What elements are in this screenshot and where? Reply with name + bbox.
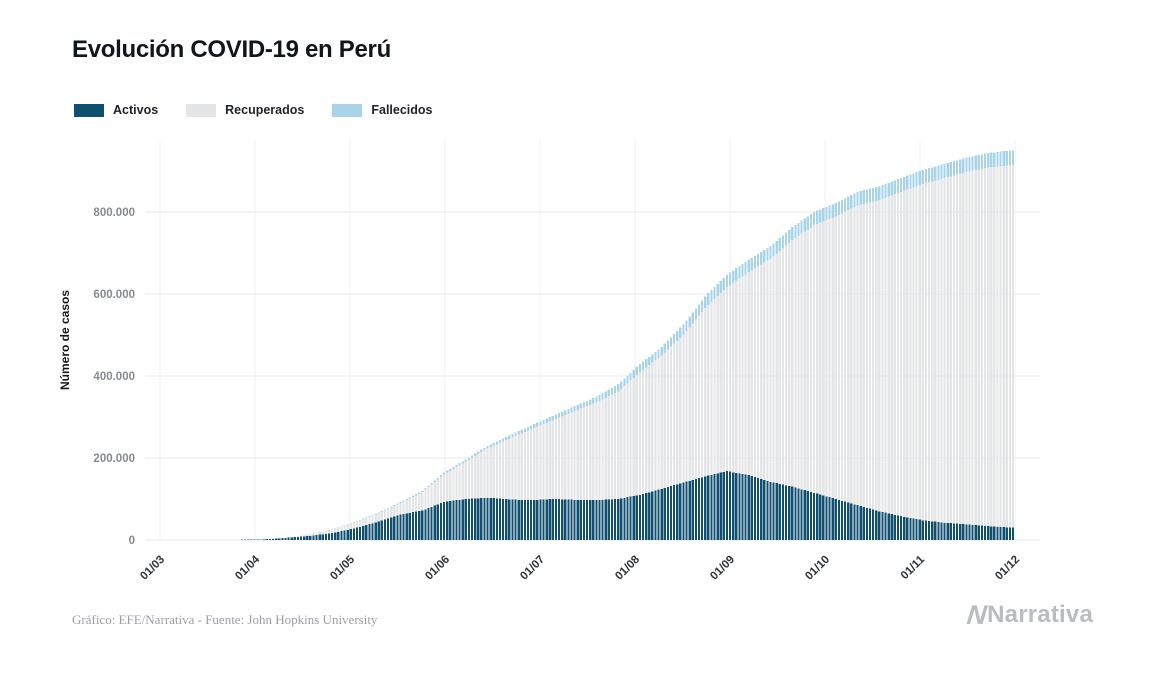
svg-text:01/03: 01/03 xyxy=(138,554,167,583)
svg-text:Número de casos: Número de casos xyxy=(58,290,72,390)
svg-text:800.000: 800.000 xyxy=(93,207,135,219)
svg-text:01/09: 01/09 xyxy=(708,554,737,583)
svg-text:01/12: 01/12 xyxy=(993,554,1022,583)
svg-text:01/04: 01/04 xyxy=(233,553,262,582)
svg-text:200.000: 200.000 xyxy=(93,453,135,465)
svg-text:600.000: 600.000 xyxy=(93,289,135,301)
legend-item-fallecidos: Fallecidos xyxy=(332,103,433,117)
svg-text:01/07: 01/07 xyxy=(518,554,547,583)
svg-text:01/08: 01/08 xyxy=(613,553,642,582)
chart-source-credit: Gráfico: EFE/Narrativa - Fuente: John Ho… xyxy=(72,612,378,627)
legend-label-recuperados: Recuperados xyxy=(225,103,305,117)
legend-label-fallecidos: Fallecidos xyxy=(371,103,433,117)
narrativa-logo: N Narrativa xyxy=(965,599,1093,630)
legend-item-activos: Activos xyxy=(74,103,158,117)
svg-text:01/11: 01/11 xyxy=(899,553,928,582)
legend-item-recuperados: Recuperados xyxy=(186,103,304,117)
chart-legend: Activos Recuperados Fallecidos xyxy=(74,103,433,117)
svg-text:400.000: 400.000 xyxy=(93,371,135,383)
svg-text:01/10: 01/10 xyxy=(803,554,832,583)
legend-label-activos: Activos xyxy=(113,103,159,117)
legend-swatch-fallecidos xyxy=(332,103,363,117)
narrativa-logo-text: Narrativa xyxy=(987,601,1093,628)
svg-text:0: 0 xyxy=(129,535,135,547)
legend-swatch-recuperados xyxy=(186,103,217,117)
narrativa-logo-mark: N xyxy=(965,599,988,630)
page-title: Evolución COVID-19 en Perú xyxy=(72,36,391,63)
svg-text:01/05: 01/05 xyxy=(328,553,357,582)
legend-swatch-activos xyxy=(74,103,104,117)
svg-text:01/06: 01/06 xyxy=(423,554,452,583)
